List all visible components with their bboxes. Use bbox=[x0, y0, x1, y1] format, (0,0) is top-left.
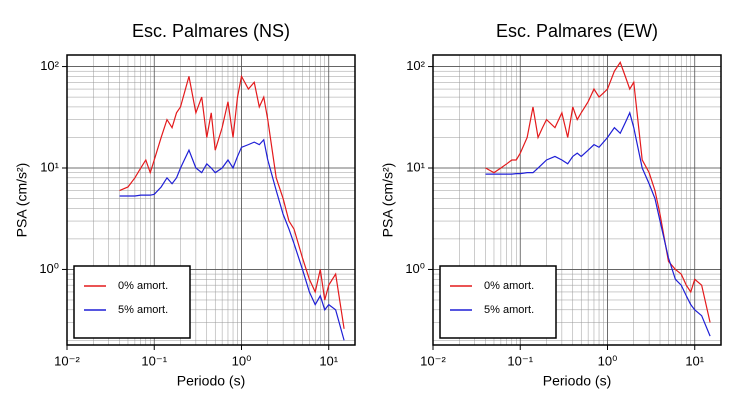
legend-label: 0% amort. bbox=[484, 280, 534, 292]
plot-frame bbox=[432, 54, 722, 346]
y-tick-label: 10⁰ bbox=[39, 261, 59, 276]
plot-frame bbox=[66, 54, 356, 346]
series-line bbox=[119, 138, 345, 341]
y-tick-label: 10² bbox=[406, 58, 425, 73]
y-tick-label: 10¹ bbox=[40, 159, 59, 174]
chart-title: Esc. Palmares (EW) bbox=[496, 21, 658, 41]
x-tick-label: 10⁰ bbox=[232, 353, 252, 368]
x-tick-label: 10⁻² bbox=[420, 353, 446, 368]
x-tick-label: 10⁻¹ bbox=[141, 353, 167, 368]
legend-box bbox=[439, 265, 557, 339]
y-tick-label: 10⁰ bbox=[405, 261, 425, 276]
x-tick-label: 10⁰ bbox=[598, 353, 618, 368]
y-axis-label: PSA (cm/s²) bbox=[14, 163, 30, 238]
legend-box bbox=[73, 265, 191, 339]
x-axis-label: Periodo (s) bbox=[543, 373, 611, 389]
x-tick-label: 10⁻¹ bbox=[507, 353, 533, 368]
x-tick-label: 10¹ bbox=[685, 353, 704, 368]
x-axis-label: Periodo (s) bbox=[177, 373, 245, 389]
chart: 10⁻² 10⁻¹ 10⁰ 10¹ 10⁰ 10¹ 10² Esc. Palmares (NS… bbox=[14, 21, 356, 389]
series-line bbox=[119, 74, 345, 329]
series-line bbox=[485, 61, 711, 323]
series-line bbox=[485, 111, 711, 337]
chart-title: Esc. Palmares (NS) bbox=[132, 21, 290, 41]
y-tick-label: 10² bbox=[40, 58, 59, 73]
legend-label: 5% amort. bbox=[484, 304, 534, 316]
legend-label: 5% amort. bbox=[118, 304, 168, 316]
legend-label: 0% amort. bbox=[118, 280, 168, 292]
x-tick-label: 10⁻² bbox=[54, 353, 80, 368]
y-axis-label: PSA (cm/s²) bbox=[380, 163, 396, 238]
x-tick-label: 10¹ bbox=[319, 353, 338, 368]
chart: 10⁻² 10⁻¹ 10⁰ 10¹ 10⁰ 10¹ 10² Esc. Palmares (EW… bbox=[380, 21, 722, 389]
y-tick-label: 10¹ bbox=[406, 159, 425, 174]
